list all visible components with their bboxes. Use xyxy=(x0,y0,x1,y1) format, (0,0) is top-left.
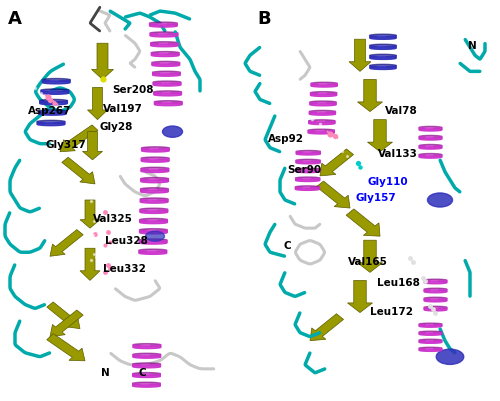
Text: Gly157: Gly157 xyxy=(355,192,396,202)
FancyArrow shape xyxy=(62,158,95,184)
FancyArrow shape xyxy=(358,80,382,112)
FancyArrow shape xyxy=(346,209,380,237)
Text: Asp267: Asp267 xyxy=(28,105,71,115)
FancyArrow shape xyxy=(60,126,98,152)
Text: A: A xyxy=(8,10,22,28)
Text: Val165: Val165 xyxy=(348,257,388,266)
Text: Gly110: Gly110 xyxy=(368,176,408,186)
Text: Gly317: Gly317 xyxy=(45,140,86,149)
Ellipse shape xyxy=(428,194,452,208)
Text: Val325: Val325 xyxy=(92,214,132,223)
Text: Leu172: Leu172 xyxy=(370,306,413,316)
Ellipse shape xyxy=(436,349,464,365)
Text: Asp92: Asp92 xyxy=(268,134,304,143)
Text: N: N xyxy=(100,367,110,377)
FancyArrow shape xyxy=(46,334,85,361)
FancyArrow shape xyxy=(88,88,108,120)
Ellipse shape xyxy=(146,232,165,241)
Text: N: N xyxy=(468,41,477,51)
Ellipse shape xyxy=(162,127,182,138)
FancyArrow shape xyxy=(316,182,350,209)
Text: B: B xyxy=(258,10,271,28)
Text: Leu168: Leu168 xyxy=(378,278,420,288)
Text: Val78: Val78 xyxy=(385,105,418,115)
FancyArrow shape xyxy=(50,230,83,257)
Text: Leu332: Leu332 xyxy=(102,264,146,273)
Text: Leu328: Leu328 xyxy=(105,236,148,245)
FancyArrow shape xyxy=(358,241,382,273)
FancyArrow shape xyxy=(80,249,100,281)
Text: Ser90: Ser90 xyxy=(288,164,322,174)
FancyArrow shape xyxy=(348,281,372,313)
FancyArrow shape xyxy=(50,310,83,337)
FancyArrow shape xyxy=(92,44,114,80)
Text: Val197: Val197 xyxy=(102,103,142,113)
Text: C: C xyxy=(138,367,146,377)
Text: Ser208: Ser208 xyxy=(112,85,154,95)
FancyArrow shape xyxy=(368,120,392,152)
FancyArrow shape xyxy=(349,40,371,72)
FancyArrow shape xyxy=(82,132,102,160)
Text: Val133: Val133 xyxy=(378,148,418,158)
FancyArrow shape xyxy=(320,150,354,176)
FancyArrow shape xyxy=(47,302,80,329)
Text: Gly28: Gly28 xyxy=(100,122,134,131)
Text: C: C xyxy=(284,241,292,250)
FancyArrow shape xyxy=(80,200,100,229)
FancyArrow shape xyxy=(310,314,344,341)
